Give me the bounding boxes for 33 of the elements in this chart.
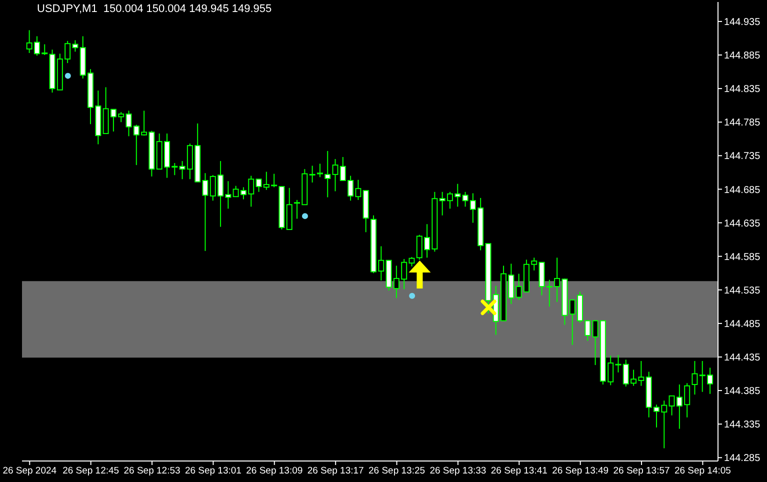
x-tick-label: 26 Sep 13:57 — [613, 466, 670, 477]
y-tick-label: 144.585 — [724, 252, 761, 263]
x-tick-label: 26 Sep 13:25 — [368, 466, 426, 477]
point — [480, 300, 496, 316]
point — [64, 72, 71, 79]
x-tick-label: 26 Sep 13:33 — [430, 466, 486, 477]
x-tick-label: 26 Sep 12:53 — [124, 466, 180, 477]
candlestick — [692, 360, 698, 396]
x-tick-label: 26 Sep 14:05 — [674, 466, 731, 477]
x-tick-label: 26 Sep 13:09 — [246, 466, 303, 477]
y-tick-label: 144.685 — [724, 184, 761, 196]
y-tick-label: 144.885 — [724, 50, 761, 62]
y-tick-label: 144.485 — [724, 318, 761, 330]
y-tick-label: 144.835 — [724, 84, 761, 96]
y-tick-label: 144.535 — [724, 285, 761, 296]
chart-title: USDJPY,M1 150.004 150.004 149.945 149.955 — [37, 3, 272, 16]
y-tick-label: 144.335 — [724, 420, 761, 431]
y-tick-label: 144.735 — [724, 151, 761, 162]
point — [408, 260, 431, 288]
point — [302, 213, 308, 220]
x-tick-label: 26 Sep 13:01 — [184, 466, 242, 477]
point — [409, 292, 416, 299]
x-tick-label: 26 Sep 13:17 — [307, 466, 364, 477]
y-tick-label: 144.785 — [724, 118, 761, 129]
x-tick-label: 26 Sep 13:41 — [490, 466, 548, 477]
y-tick-label: 144.635 — [724, 218, 761, 230]
y-tick-label: 144.935 — [724, 17, 761, 28]
y-tick-label: 144.435 — [724, 352, 761, 364]
x-tick-label: 26 Sep 13:49 — [552, 466, 609, 477]
x-tick-label: 26 Sep 12:45 — [62, 466, 120, 477]
y-tick-label: 144.285 — [724, 453, 761, 464]
y-tick-label: 144.385 — [724, 386, 761, 398]
x-tick-label: 26 Sep 2024 — [2, 466, 57, 477]
